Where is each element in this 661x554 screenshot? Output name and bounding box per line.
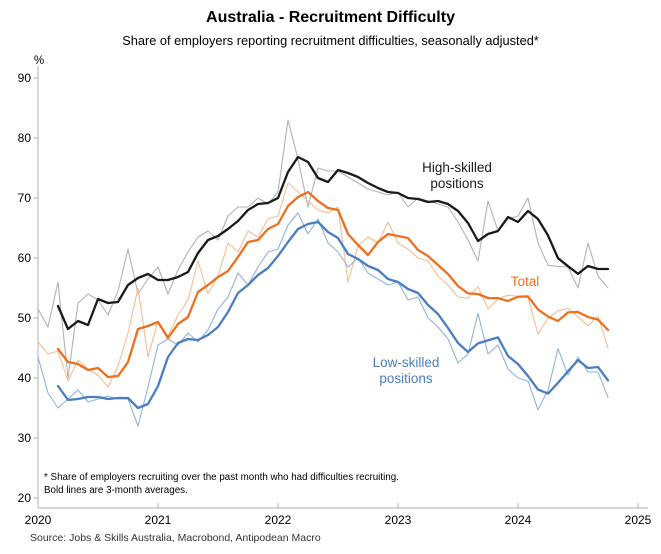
x-tick-label: 2024 <box>504 513 532 527</box>
y-tick-label: 50 <box>17 311 31 325</box>
y-tick-label: 90 <box>17 71 31 85</box>
y-tick-label: 20 <box>17 491 31 505</box>
x-tick-label: 2021 <box>144 513 172 527</box>
total-average-line <box>56 190 610 379</box>
series-label-line: positions <box>430 175 484 191</box>
x-tick-label: 2022 <box>264 513 292 527</box>
series-label-high-skilled: High-skilled positions <box>398 160 516 191</box>
chart-subtitle: Share of employers reporting recruitment… <box>122 33 539 48</box>
high-skilled-positions-monthly-line <box>37 119 609 379</box>
x-tick-label: 2025 <box>624 513 652 527</box>
series-label-line: positions <box>379 370 433 386</box>
x-tick-label: 2020 <box>24 513 52 527</box>
series-label-line: Low-skilled <box>372 355 440 370</box>
y-tick-label: 60 <box>17 251 31 265</box>
footnote-line-2: Bold lines are 3-month averages. <box>44 485 188 496</box>
source-note: Source: Jobs & Skills Australia, Macrobo… <box>30 532 321 544</box>
series-label-low-skilled: Low-skilled positions <box>347 355 465 386</box>
low-skilled-positions-monthly-line <box>37 212 609 427</box>
y-axis-unit-label: % <box>33 55 45 67</box>
low-skilled-positions-average-line <box>56 220 610 410</box>
y-tick-label: 40 <box>17 371 31 385</box>
series-label-line: High-skilled <box>422 160 492 175</box>
footnote-line-1: * Share of employers recruiting over the… <box>44 472 399 483</box>
series-label-line: Total <box>510 274 540 289</box>
y-tick-label: 30 <box>17 431 31 445</box>
y-tick-label: 70 <box>17 191 31 205</box>
high-skilled-positions-average-line <box>56 155 610 331</box>
chart-title: Australia - Recruitment Difficulty <box>206 9 455 26</box>
y-tick-label: 80 <box>17 131 31 145</box>
series-label-total: Total <box>480 274 570 290</box>
x-tick-label: 2023 <box>384 513 412 527</box>
footnote: * Share of employers recruiting over the… <box>44 471 464 497</box>
total-monthly-line <box>37 182 609 388</box>
